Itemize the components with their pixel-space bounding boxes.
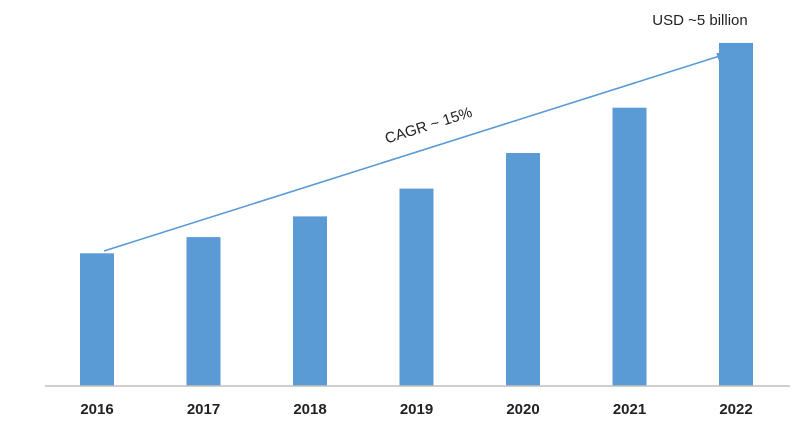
x-tick-label-2017: 2017 [187,401,220,418]
cagr-label: CAGR ~ 15% [383,104,474,148]
bar-2018 [293,216,327,386]
bar-2019 [399,188,434,386]
x-tick-labels: 2016 2017 2018 2019 2020 2021 2022 [80,401,752,418]
bar-2020 [506,153,540,386]
bars-layer [80,42,753,387]
end-value-label: USD ~5 billion [652,12,747,29]
x-tick-label-2020: 2020 [506,401,539,418]
cagr-trend-arrow [103,52,727,252]
bar-2017 [186,237,221,386]
x-tick-label-2018: 2018 [293,401,326,418]
x-tick-label-2021: 2021 [613,401,646,418]
bar-2016 [80,253,114,386]
x-tick-label-2016: 2016 [80,401,113,418]
x-tick-label-2019: 2019 [400,401,433,418]
bar-2022 [719,42,753,387]
x-tick-label-2022: 2022 [719,401,752,418]
bar-2021 [612,107,647,386]
